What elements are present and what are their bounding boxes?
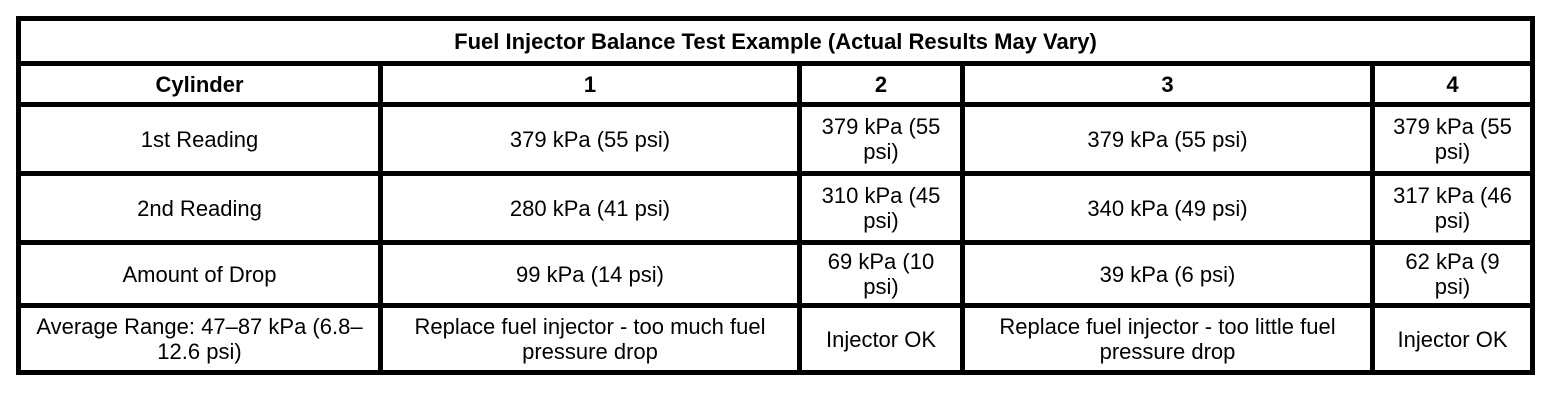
table-title-row: Fuel Injector Balance Test Example (Actu… bbox=[16, 16, 1535, 66]
column-header-3: 3 bbox=[960, 61, 1375, 107]
table-row-diagnosis: Average Range: 47–87 kPa (6.8–12.6 psi) … bbox=[16, 303, 1535, 375]
row-label: Amount of Drop bbox=[16, 240, 383, 308]
table-cell: 379 kPa (55 psi) bbox=[378, 102, 802, 176]
table-row-first-reading: 1st Reading 379 kPa (55 psi) 379 kPa (55… bbox=[16, 102, 1535, 176]
table-cell: 39 kPa (6 psi) bbox=[960, 240, 1375, 308]
table-cell: Injector OK bbox=[1370, 303, 1535, 375]
page: Fuel Injector Balance Test Example (Actu… bbox=[16, 16, 1535, 375]
table-cell: 379 kPa (55 psi) bbox=[797, 102, 965, 176]
table-cell: 310 kPa (45 psi) bbox=[797, 171, 965, 245]
column-header-1: 1 bbox=[378, 61, 802, 107]
table-cell: Injector OK bbox=[797, 303, 965, 375]
fuel-injector-balance-table: Fuel Injector Balance Test Example (Actu… bbox=[16, 16, 1535, 375]
table-cell: 379 kPa (55 psi) bbox=[1370, 102, 1535, 176]
row-label: 1st Reading bbox=[16, 102, 383, 176]
table-cell: 69 kPa (10 psi) bbox=[797, 240, 965, 308]
column-header-4: 4 bbox=[1370, 61, 1535, 107]
column-header-2: 2 bbox=[797, 61, 965, 107]
row-label: 2nd Reading bbox=[16, 171, 383, 245]
table-cell: 62 kPa (9 psi) bbox=[1370, 240, 1535, 308]
table-header-row: Cylinder 1 2 3 4 bbox=[16, 61, 1535, 107]
column-header-cylinder: Cylinder bbox=[16, 61, 383, 107]
table-row-second-reading: 2nd Reading 280 kPa (41 psi) 310 kPa (45… bbox=[16, 171, 1535, 245]
table-cell: Replace fuel injector - too much fuel pr… bbox=[378, 303, 802, 375]
table-row-amount-of-drop: Amount of Drop 99 kPa (14 psi) 69 kPa (1… bbox=[16, 240, 1535, 308]
table-cell: 379 kPa (55 psi) bbox=[960, 102, 1375, 176]
table-cell: 317 kPa (46 psi) bbox=[1370, 171, 1535, 245]
table-cell: 340 kPa (49 psi) bbox=[960, 171, 1375, 245]
table-title: Fuel Injector Balance Test Example (Actu… bbox=[16, 16, 1535, 66]
table-cell: Replace fuel injector - too little fuel … bbox=[960, 303, 1375, 375]
row-label: Average Range: 47–87 kPa (6.8–12.6 psi) bbox=[16, 303, 383, 375]
table-cell: 99 kPa (14 psi) bbox=[378, 240, 802, 308]
table-cell: 280 kPa (41 psi) bbox=[378, 171, 802, 245]
